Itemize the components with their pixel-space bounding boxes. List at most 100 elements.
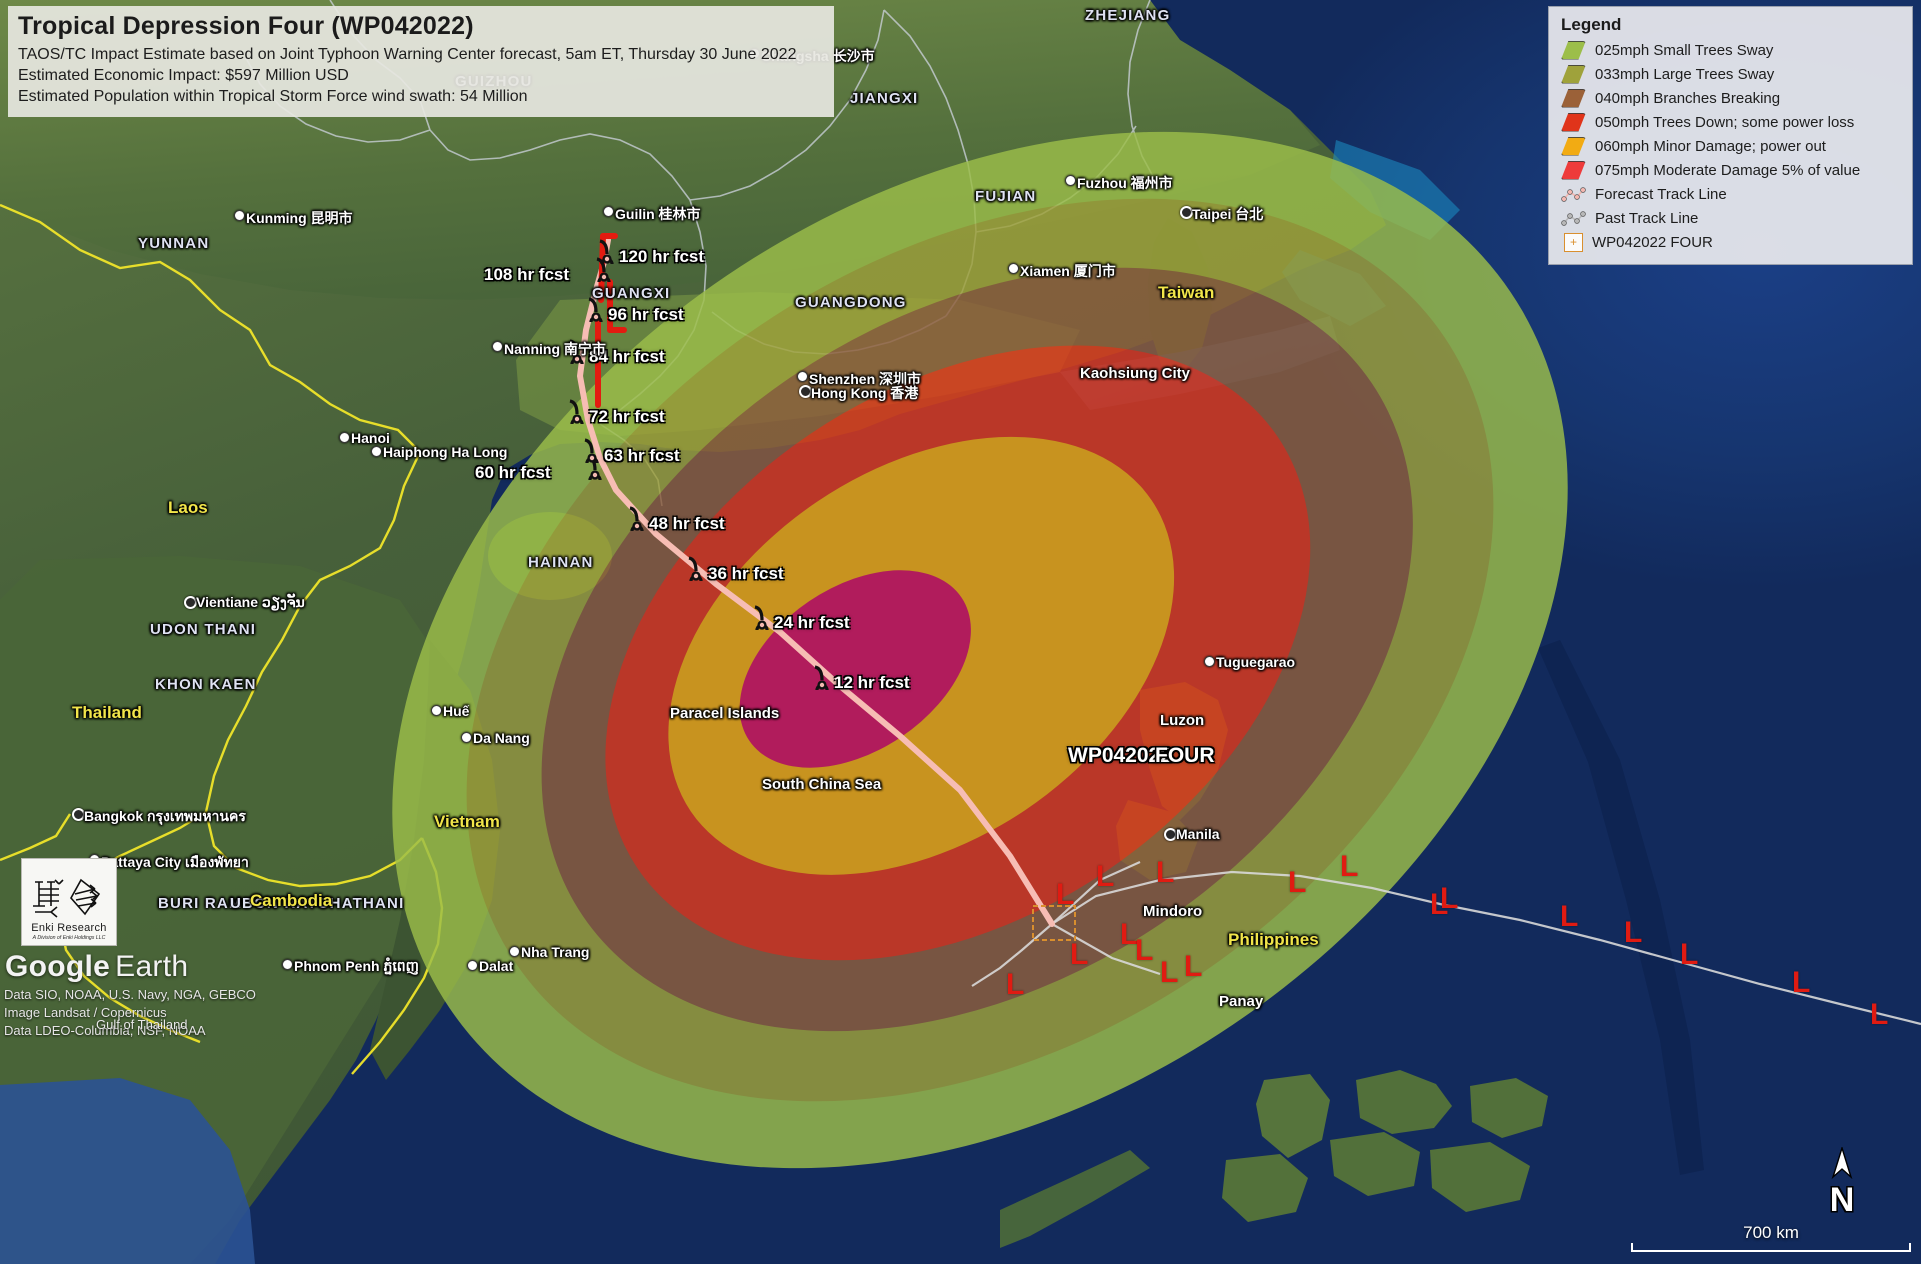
city-marker-dot [234, 210, 245, 221]
legend-item: Past Track Line [1561, 206, 1902, 230]
past-track-low-marker: L [1096, 860, 1115, 893]
legend-item: 033mph Large Trees Sway [1561, 62, 1902, 86]
city-marker-dot [431, 705, 442, 716]
past-track-low-marker: L [1006, 968, 1025, 1001]
gulf-of-thailand-label: Gulf of Thailand [96, 1017, 188, 1032]
google-wordmark: Google [5, 950, 111, 983]
legend-color-swatch [1561, 136, 1586, 156]
economic-impact-line: Estimated Economic Impact: $597 Million … [18, 66, 349, 84]
legend-item: 050mph Trees Down; some power loss [1561, 110, 1902, 134]
forecast-point-marker [565, 398, 589, 431]
legend-storm-point-icon [1564, 232, 1583, 252]
city-marker-dot [797, 371, 808, 382]
legend-color-swatch [1561, 64, 1586, 84]
scale-bar-line [1631, 1243, 1911, 1252]
past-track-low-marker: L [1056, 878, 1075, 911]
city-marker-dot [1180, 206, 1193, 219]
city-marker-dot [1065, 175, 1076, 186]
city-marker-dot [339, 432, 350, 443]
forecast-point-label: 96 hr fcst [608, 305, 684, 324]
past-track-low-marker: L [1680, 938, 1699, 971]
legend-item-label: Past Track Line [1595, 209, 1699, 227]
enki-cuneiform-glyph [33, 878, 101, 918]
legend-item-label: 040mph Branches Breaking [1595, 89, 1781, 107]
forecast-point-marker [750, 604, 774, 637]
past-track-low-marker: L [1070, 938, 1089, 971]
compass-rose: N [1818, 1145, 1866, 1219]
past-track-low-marker: L [1792, 966, 1811, 999]
legend-rows: 025mph Small Trees Sway 033mph Large Tree… [1561, 38, 1902, 254]
legend-item-label: 060mph Minor Damage; power out [1595, 137, 1826, 155]
past-track-low-marker: L [1156, 856, 1175, 889]
legend-item-label: 050mph Trees Down; some power loss [1595, 113, 1855, 131]
forecast-track-icon [1561, 185, 1586, 204]
city-marker-dot [72, 808, 85, 821]
past-track-low-marker: L [1340, 850, 1359, 883]
storm-name-label: FOUR [1155, 744, 1215, 767]
legend-title: Legend [1561, 15, 1622, 34]
city-marker-dot [184, 596, 197, 609]
forecast-point-label: 48 hr fcst [649, 514, 725, 533]
subtitle-line-1: TAOS/TC Impact Estimate based on Joint T… [18, 46, 797, 63]
logo-name: Enki Research [31, 922, 107, 934]
past-track-low-marker: L [1624, 916, 1643, 949]
past-track-low-marker: L [1135, 934, 1154, 967]
past-track-low-marker: L [1160, 956, 1179, 989]
forecast-point-marker [684, 555, 708, 588]
legend-item-label: 075mph Moderate Damage 5% of value [1595, 161, 1861, 179]
past-track-low-marker: L [1120, 918, 1139, 951]
past-track-low-marker: L [1288, 866, 1307, 899]
forecast-point-marker [595, 238, 619, 271]
forecast-point-label: 12 hr fcst [834, 673, 910, 692]
forecast-point-label: 120 hr fcst [619, 247, 705, 266]
forecast-point-label: 84 hr fcst [589, 347, 665, 366]
forecast-point-marker [810, 664, 834, 697]
logo-subtitle: A Division of Enki Holdings LLC [32, 935, 106, 941]
forecast-point-label: 72 hr fcst [589, 407, 665, 426]
legend-color-swatch [1561, 40, 1586, 60]
legend-item: WP042022 FOUR [1561, 230, 1902, 254]
legend-item: 040mph Branches Breaking [1561, 86, 1902, 110]
city-marker-dot [461, 732, 472, 743]
city-marker-dot [1008, 263, 1019, 274]
forecast-point-label: 24 hr fcst [774, 613, 850, 632]
page-title: Tropical Depression Four (WP042022) [18, 12, 474, 40]
city-marker-dot [603, 206, 614, 217]
google-earth-branding: Google Earth [5, 950, 188, 984]
earth-wordmark: Earth [115, 950, 189, 983]
legend-item-label: 033mph Large Trees Sway [1595, 65, 1775, 83]
city-marker-dot [371, 446, 382, 457]
population-impact-line: Estimated Population within Tropical Sto… [18, 87, 528, 105]
forecast-point-marker [565, 338, 589, 371]
city-marker-dot [467, 960, 478, 971]
past-track-low-marker: L [1560, 900, 1579, 933]
compass-north-letter: N [1829, 1180, 1855, 1219]
past-track-icon [1561, 209, 1586, 228]
legend-color-swatch [1561, 112, 1586, 132]
legend-item: Forecast Track Line [1561, 182, 1902, 206]
legend-item-label: WP042022 FOUR [1592, 233, 1713, 251]
forecast-point-label: 36 hr fcst [708, 564, 784, 583]
forecast-point-label: 108 hr fcst [484, 265, 570, 284]
past-track-low-marker: L [1430, 888, 1449, 921]
legend-color-swatch [1561, 88, 1586, 108]
past-track-low-marker: L [1870, 998, 1889, 1031]
attribution-line-1: Data SIO, NOAA, U.S. Navy, NGA, GEBCO [4, 987, 256, 1002]
city-marker-dot [492, 341, 503, 352]
map-attribution: Data SIO, NOAA, U.S. Navy, NGA, GEBCO Im… [4, 986, 256, 1040]
city-marker-dot [799, 385, 812, 398]
legend-item-label: Forecast Track Line [1595, 185, 1727, 203]
past-track-low-marker: L [1440, 882, 1459, 915]
scale-bar-distance: 700 km [1743, 1223, 1799, 1242]
enki-research-logo: Enki Research A Division of Enki Holding… [21, 858, 117, 946]
title-panel: Tropical Depression Four (WP042022) TAOS… [8, 6, 834, 118]
city-marker-dot [509, 946, 520, 957]
legend-item-label: 025mph Small Trees Sway [1595, 41, 1774, 59]
legend-panel: Legend 025mph Small Trees Sway 033mph Lar… [1548, 6, 1913, 265]
past-track-low-marker: L [1184, 950, 1203, 983]
attribution-line-3: Data LDEO-Columbia, NSF, NOAA [4, 1022, 206, 1038]
city-marker-dot [1204, 656, 1215, 667]
forecast-point-marker [625, 505, 649, 538]
